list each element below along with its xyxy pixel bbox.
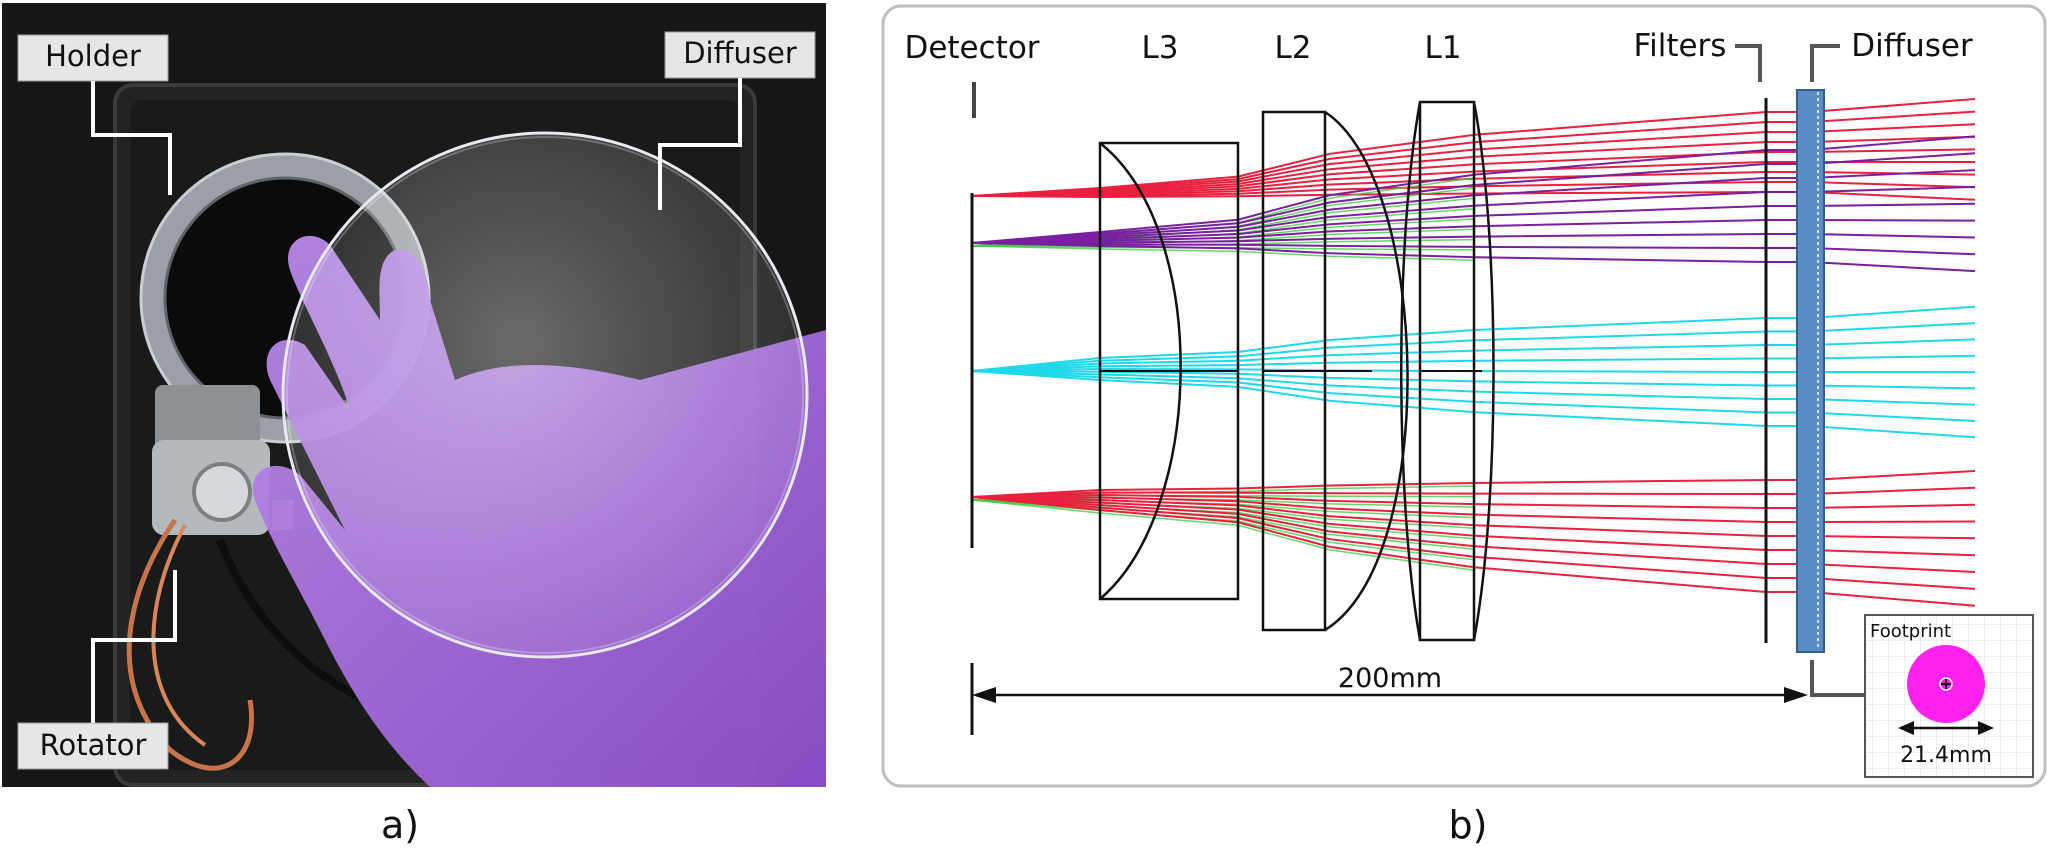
distance-dimension xyxy=(970,663,1808,735)
rotator-motor xyxy=(152,385,294,535)
detector-label: Detector xyxy=(904,30,1039,66)
diffuser-photo-label: Diffuser xyxy=(664,31,816,79)
lens-l1-label: L1 xyxy=(1425,30,1462,66)
distance-label: 200mm xyxy=(1338,663,1442,694)
cable xyxy=(151,524,207,747)
lens-l2-label: L2 xyxy=(1275,30,1312,66)
rotator-label: Rotator xyxy=(17,722,169,770)
caption-a: a) xyxy=(381,803,419,847)
svg-text:Diffuser: Diffuser xyxy=(683,36,797,70)
lens-l2 xyxy=(1261,110,1409,632)
holder-label: Holder xyxy=(17,34,169,82)
filters-label: Filters xyxy=(1634,28,1727,64)
footprint-inset xyxy=(1864,614,2034,778)
lens-l1 xyxy=(1400,100,1495,642)
svg-text:Rotator: Rotator xyxy=(40,728,147,762)
lens-l3 xyxy=(1098,141,1240,601)
svg-text:Holder: Holder xyxy=(45,39,141,73)
caption-b: b) xyxy=(1449,803,1488,847)
diffuser-label: Diffuser xyxy=(1851,28,1973,64)
footprint-leader xyxy=(1810,660,1865,697)
diffuser-disk xyxy=(281,131,809,659)
rotator-leader xyxy=(91,570,177,723)
photo-panel xyxy=(2,3,826,787)
filters-leader xyxy=(1735,44,1762,82)
diffuser-leader xyxy=(1810,44,1840,82)
diffuser-plate xyxy=(1796,89,1825,653)
lens-l3-label: L3 xyxy=(1142,30,1179,66)
holder-leader xyxy=(91,81,172,195)
footprint-title: Footprint xyxy=(1870,621,1951,642)
diffuser-photo-leader xyxy=(658,78,742,210)
footprint-size: 21.4mm xyxy=(1900,743,1992,768)
